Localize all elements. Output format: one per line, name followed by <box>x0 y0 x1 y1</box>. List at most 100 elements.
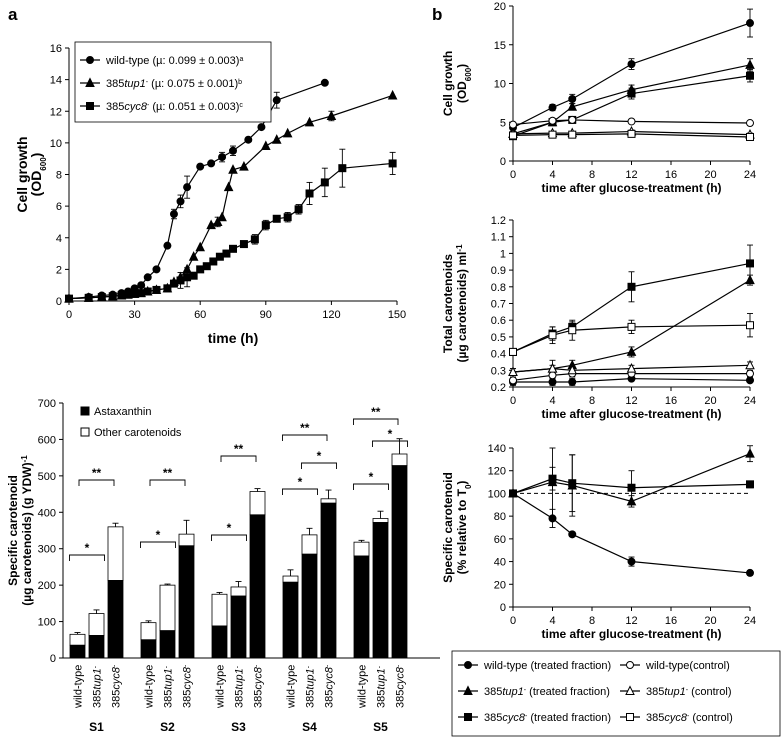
legend-entry: 385tup1- (µ: 0.075 ± 0.001)b <box>106 78 242 90</box>
bar-other-carotenoids <box>88 613 105 636</box>
text-span: tup1 <box>124 78 145 90</box>
legend-entry: 385cyc8- (treated fraction) <box>484 712 611 724</box>
text-span: - <box>395 664 402 667</box>
legend-box <box>74 41 272 123</box>
data-point <box>257 123 266 132</box>
x-tick-label: 385tup1- <box>376 665 388 708</box>
bar-astaxanthin <box>301 553 318 659</box>
text-span: 385 <box>234 690 246 708</box>
data-point <box>239 240 248 249</box>
data-point <box>568 530 577 539</box>
data-point <box>627 129 636 138</box>
bar-astaxanthin <box>372 522 389 659</box>
text-span: (% relative to T <box>455 488 469 574</box>
significance-marker: * <box>317 449 322 463</box>
x-tick-label: wild-type <box>73 665 85 709</box>
text-span: 385 <box>92 690 104 708</box>
x-tick-label: 12 <box>625 169 637 181</box>
data-point <box>195 241 206 252</box>
bar-other-carotenoids <box>140 622 157 641</box>
data-point <box>746 19 754 28</box>
data-point <box>163 284 172 293</box>
text-span: 385 <box>395 690 407 708</box>
y-tick-label: 40 <box>494 557 506 569</box>
chart-b-total-carotenoids: 0.2 0.3 0.4 0.5 0.6 0.7 0.8 0.9 1 1.1 1.2 0 4 8 12 16 20… <box>441 215 756 421</box>
data-point <box>108 292 117 301</box>
data-point <box>222 249 231 258</box>
series-385tup1- (control) <box>508 359 755 376</box>
y-tick-label: 0 <box>50 653 56 665</box>
data-point <box>283 213 292 222</box>
legend-entry: wild-type (µ: 0.099 ± 0.003)a <box>105 55 243 67</box>
bracket <box>282 488 318 495</box>
data-point <box>627 60 636 69</box>
bar-astaxanthin <box>230 595 247 659</box>
data-point <box>626 363 637 373</box>
y-axis-subtitle: (OD600) <box>28 153 48 197</box>
bar-other-carotenoids <box>178 533 195 547</box>
text-span: (treated fraction) <box>526 686 610 698</box>
text-span: - <box>324 664 331 667</box>
y-tick-label: 20 <box>494 579 506 591</box>
x-tick-label: 385cyc8- <box>253 664 265 708</box>
bracket <box>301 462 337 469</box>
bar-astaxanthin <box>211 625 228 659</box>
data-point <box>568 377 577 386</box>
data-point <box>548 474 557 483</box>
data-point <box>746 321 754 330</box>
bar-astaxanthin <box>88 635 105 659</box>
legend-entry: 385cyc8- (µ: 0.051 ± 0.003)c <box>106 101 243 113</box>
data-point <box>272 96 281 105</box>
data-point <box>239 160 249 171</box>
bar-other-carotenoids <box>301 534 318 555</box>
y-tick-label: 200 <box>38 580 56 592</box>
text-span: 385 <box>484 712 502 724</box>
x-tick-label: 0 <box>66 309 72 321</box>
data-point <box>152 285 161 294</box>
y-axis-title: Specific carotenoid <box>441 472 455 583</box>
y-tick-label: 100 <box>488 488 506 500</box>
x-axis-title: time after glucose-treatment (h) <box>541 627 721 641</box>
significance-marker: ** <box>163 466 173 480</box>
significance-marker: ** <box>300 421 310 435</box>
text-span: 385 <box>163 690 175 708</box>
data-point <box>746 376 754 385</box>
data-point <box>218 153 227 162</box>
legend-b: wild-type (treated fraction) wild-type(co… <box>451 650 781 737</box>
text-span: 385 <box>305 690 317 708</box>
data-point <box>228 164 238 174</box>
text-span: ) <box>455 481 469 485</box>
data-point <box>745 359 755 370</box>
x-tick-label: 0 <box>510 615 516 627</box>
text-span: - <box>111 664 118 667</box>
bar-astaxanthin <box>320 502 337 659</box>
text-span: ) <box>28 153 44 158</box>
text-span: - <box>525 713 528 720</box>
text-span: 385 <box>646 712 664 724</box>
x-tick-label: 385cyc8- <box>111 664 123 708</box>
data-point <box>169 210 178 219</box>
y-tick-label: 700 <box>38 398 56 410</box>
x-tick-label: 4 <box>549 169 555 181</box>
bracket <box>140 541 176 548</box>
x-tick-label: 8 <box>589 395 595 407</box>
data-point <box>626 346 637 356</box>
series-385tup1 <box>64 89 398 303</box>
x-tick-label: 8 <box>589 615 595 627</box>
data-point <box>627 483 636 492</box>
x-axis-title: time (h) <box>208 330 259 346</box>
data-point <box>746 369 754 378</box>
data-point <box>387 89 398 100</box>
x-tick-label: 16 <box>665 615 677 627</box>
data-point <box>294 205 303 214</box>
x-tick-label: 4 <box>549 615 555 627</box>
y-tick-label: 20 <box>494 1 506 13</box>
data-point <box>229 146 237 155</box>
text-span: (µg carotenoids) (g YDW) <box>20 462 34 605</box>
data-point <box>176 276 185 285</box>
series-wild-type (treated fraction) <box>509 8 754 132</box>
data-point <box>547 363 558 373</box>
chart-a-growth: 0 2 4 6 8 10 12 14 16 0 30 60 90 120 150 time (h) Cell g… <box>14 41 406 346</box>
data-point <box>746 568 754 577</box>
text-span: cyc8 <box>502 712 526 724</box>
